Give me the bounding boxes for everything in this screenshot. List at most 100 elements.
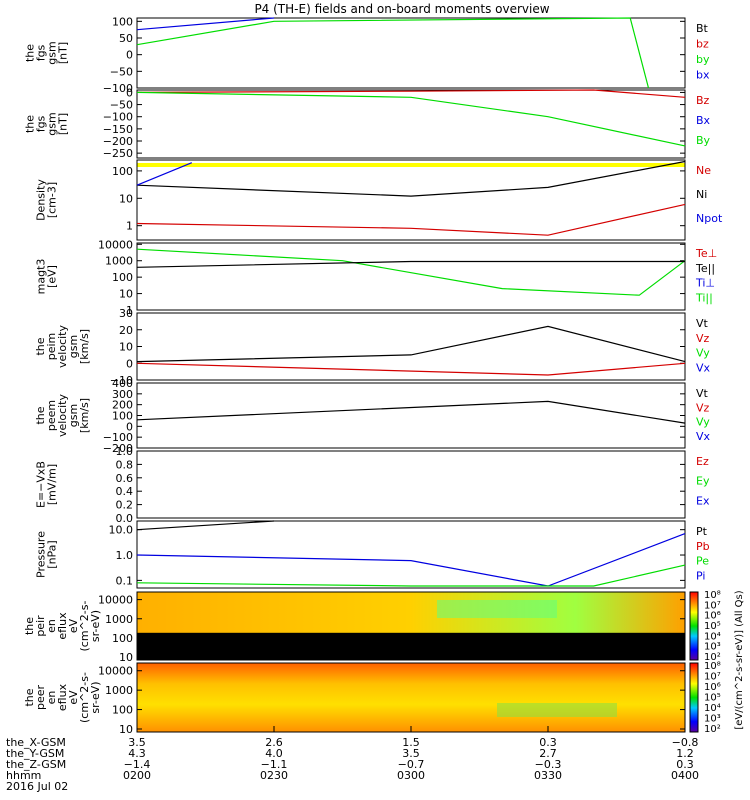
legend-entry: Ex [696,494,710,507]
legend-entry: Ti|| [695,291,713,304]
y-axis-label: (cm^2-s- [78,601,91,652]
x-axis-value: 2.7 [539,747,557,760]
y-tick-label: −100 [103,82,133,95]
peir-flux-patch [437,600,557,618]
series-line-peem-Vt [136,400,686,424]
y-axis-label: fgs [35,115,48,132]
legend-entry: Pt [696,525,708,538]
y-axis-label: [nT] [57,113,70,135]
x-axis-value: 3.5 [402,747,420,760]
y-tick-label: 0 [126,357,133,370]
y-tick-label: 10 [119,288,133,301]
colorbar-tick-label: 10⁶ [704,611,721,622]
y-tick-label: 1 [126,304,133,317]
x-axis-value: 0200 [123,769,151,782]
series-line-density-Npot [136,162,193,186]
x-axis-value: 0.3 [539,736,557,749]
colorbar-tick-label: 10⁸ [704,661,721,672]
legend-entry: Te⊥ [695,247,717,260]
y-axis-label: Pressure [35,531,48,578]
legend-entry: bx [696,69,710,82]
y-axis-label: velocity [56,394,69,437]
x-axis-value: −1.4 [124,758,151,771]
panel-frame [136,591,686,661]
legend-entry: Vz [696,332,710,345]
y-axis-label: the [23,617,36,635]
legend-entry: Ez [696,455,709,468]
x-axis-annotation: the_X-GSM 3.5 2.6 1.5 0.3 −0.8 the_Y-GSM 4.3 4.0… [6,726,699,793]
series-line-pressure-Pt [136,520,275,531]
x-axis-value: 2.6 [265,736,283,749]
y-tick-label: 0.6 [116,472,134,485]
panel-density: 100 10 1 Density[cm-3] Ne Ni Npot [35,159,723,241]
y-axis-label: [mV/m] [46,464,59,505]
y-axis-label: the [34,406,47,424]
series-line-fgs_low-Bz [136,89,686,98]
legend-entry: Vt [696,317,709,330]
colorbar-tick-label: 10⁸ [704,590,721,601]
peir-flux-band [137,592,685,633]
x-axis-value: 0300 [397,769,425,782]
series-line-peim-Vz [136,362,686,376]
x-axis-value: 0330 [534,769,562,782]
y-axis-label: the [24,115,37,133]
panel-frame [136,159,686,241]
y-axis-label: peim [45,333,58,361]
y-tick-label: 0 [126,86,133,99]
x-axis-row-label: the_X-GSM [6,736,66,749]
colorbar-tick-label: 10² [704,724,721,735]
colorbar-label: [eV/(cm^2-s-sr-eV)] (All Qs) [734,590,745,729]
colorbar-tick-label: 10³ [704,642,721,653]
colorbar-tick-label: 10² [704,652,721,663]
panel-efield: 1.00.80.60.40.20.0 E=−VxB[mV/m] Ez Ey Ex [35,445,710,525]
y-axis-label: gsm [67,404,80,427]
y-axis-label: gsm [46,112,59,135]
y-axis-label: [nPa] [46,540,59,568]
y-axis-label: eflux [56,612,69,640]
y-axis-label: gsm [67,335,80,358]
x-axis-row-label: the_Z-GSM [6,758,66,771]
peer-flux-patch [497,703,617,717]
panels-layer: 100500−50−100thefgsgsm[nT]Btbzbybx0−50−1… [23,15,723,736]
x-axis-value: 0400 [671,769,699,782]
legend-entry: Ti⊥ [695,277,715,290]
panel-frame [136,450,686,519]
y-tick-label: 0.1 [116,574,134,587]
legend-entry: by [696,53,710,66]
series-line-fgs_top-bx [136,17,275,31]
y-axis-label: Density [35,179,48,221]
x-axis-value: 1.2 [676,747,694,760]
x-axis-value: 0230 [260,769,288,782]
legend-entry: Bz [696,94,710,107]
y-tick-label: 0.2 [116,499,134,512]
colorbar: 10⁸10⁷10⁶10⁵10⁴10³10²10⁸10⁷10⁶10⁵10⁴10³1… [689,590,745,735]
x-axis-value: 4.0 [265,747,283,760]
y-tick-label: 10 [119,723,133,736]
y-tick-label: 100 [112,410,133,423]
legend-entry: Vy [696,416,710,429]
y-tick-label: −10 [110,374,133,387]
legend-entry: bz [696,38,709,51]
series-line-temp-Ti [136,248,686,296]
y-axis-label: peem [45,400,58,431]
y-tick-label: 400 [112,377,133,390]
chart-title: P4 (TH-E) fields and on-board moments ov… [254,2,549,16]
panel-frame [136,89,686,159]
legend-entry: By [696,134,711,147]
y-axis-label: velocity [56,325,69,368]
x-axis-value: 4.3 [128,747,146,760]
y-tick-label: 10.0 [109,524,134,537]
colorbar-strip [689,662,699,733]
y-tick-label: 1000 [105,684,133,697]
y-axis-label: [cm-3] [46,182,59,218]
y-axis-label: eflux [56,683,69,711]
y-tick-label: 10000 [98,238,133,251]
y-tick-label: 0.0 [116,512,134,525]
y-tick-label: 0 [126,420,133,433]
legend-entry: Vy [696,347,710,360]
y-tick-label: 50 [119,32,133,45]
legend-entry: Pb [696,540,710,553]
